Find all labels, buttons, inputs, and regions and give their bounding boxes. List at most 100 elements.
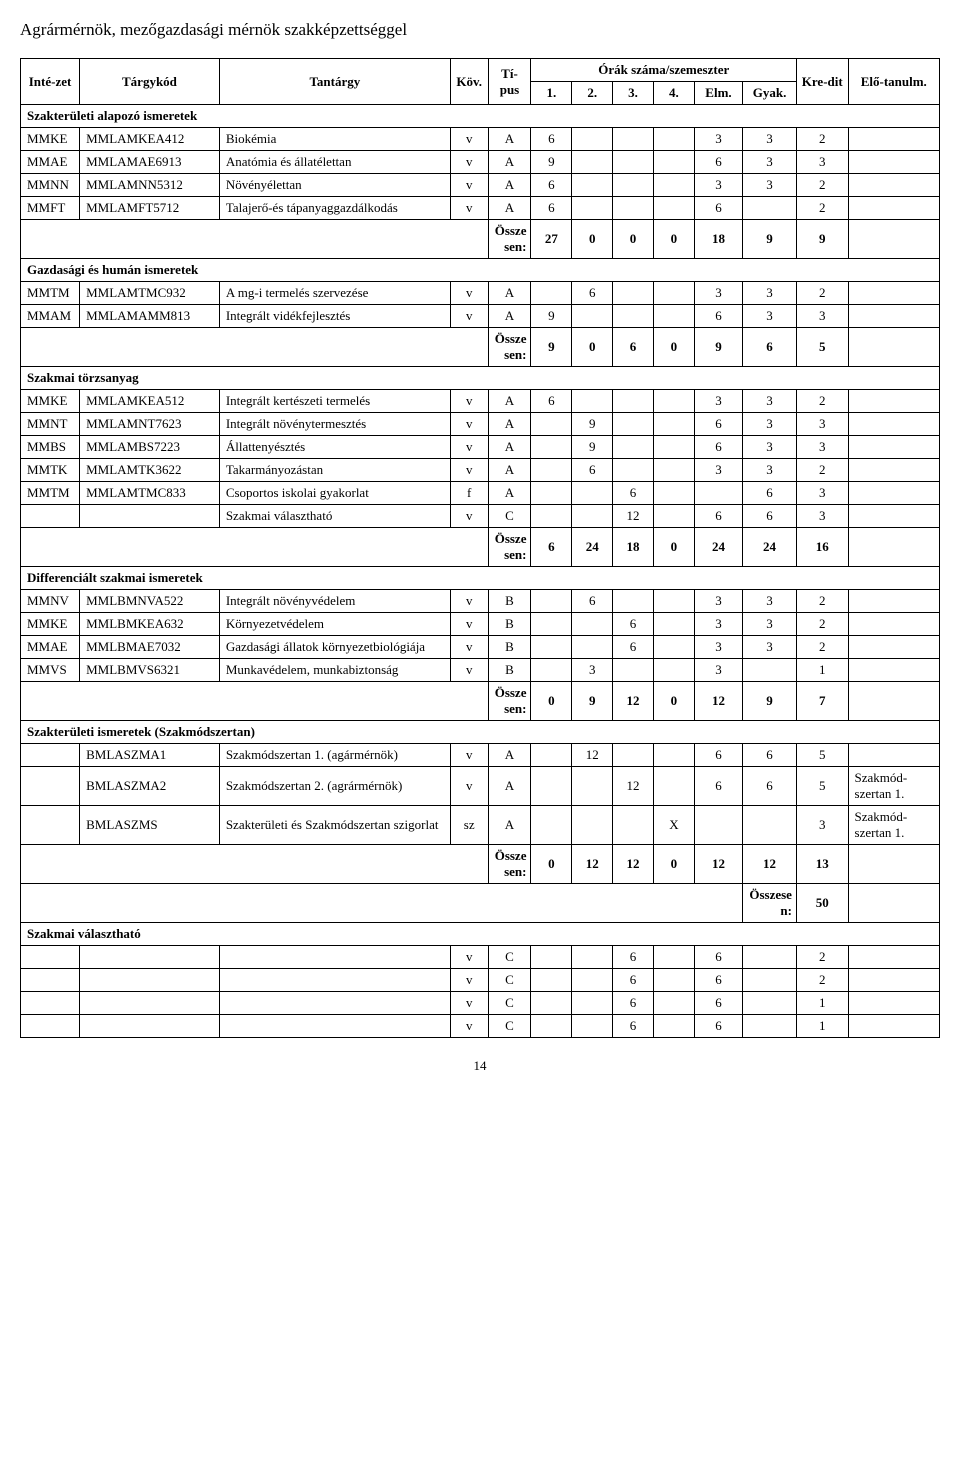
cell: 3: [743, 174, 797, 197]
cell: [21, 884, 743, 923]
cell: C: [488, 1015, 531, 1038]
cell: 2: [796, 197, 848, 220]
cell: 3: [796, 305, 848, 328]
cell: [613, 282, 654, 305]
h-tipus: Tí-pus: [488, 59, 531, 105]
cell: 7: [796, 682, 848, 721]
cell: Környezetvédelem: [219, 613, 450, 636]
cell: [848, 128, 939, 151]
cell: Szakmódszertan 1. (agármérnök): [219, 744, 450, 767]
cell: 6: [743, 767, 797, 806]
cell: [848, 528, 939, 567]
section-label: Szakterületi ismeretek (Szakmódszertan): [21, 721, 940, 744]
cell: 0: [653, 528, 694, 567]
cell: v: [450, 282, 488, 305]
section-row: Szakterületi ismeretek (Szakmódszertan): [21, 721, 940, 744]
cell: Csoportos iskolai gyakorlat: [219, 482, 450, 505]
cell: 6: [531, 128, 572, 151]
cell: 12: [613, 505, 654, 528]
cell: 3: [743, 636, 797, 659]
h-targykod: Tárgykód: [80, 59, 220, 105]
cell: 6: [613, 946, 654, 969]
cell: 0: [531, 682, 572, 721]
cell: 9: [531, 305, 572, 328]
cell: 2: [796, 174, 848, 197]
cell: [848, 151, 939, 174]
cell: [653, 436, 694, 459]
cell: 9: [531, 328, 572, 367]
cell: [219, 969, 450, 992]
cell: 3: [796, 505, 848, 528]
h-kov: Köv.: [450, 59, 488, 105]
cell: [80, 969, 220, 992]
cell: 9: [572, 682, 613, 721]
cell: [613, 744, 654, 767]
cell: BMLASZMA2: [80, 767, 220, 806]
section-row: Differenciált szakmai ismeretek: [21, 567, 940, 590]
cell: [653, 413, 694, 436]
cell: MMNT: [21, 413, 80, 436]
cell: [848, 1015, 939, 1038]
cell: v: [450, 305, 488, 328]
cell: MMAM: [21, 305, 80, 328]
cell: 6: [572, 459, 613, 482]
cell: [21, 682, 489, 721]
cell: Biokémia: [219, 128, 450, 151]
cell: 3: [743, 590, 797, 613]
h-1: 1.: [531, 82, 572, 105]
cell: 12: [613, 682, 654, 721]
cell: [653, 636, 694, 659]
cell: f: [450, 482, 488, 505]
cell: C: [488, 946, 531, 969]
cell: 18: [613, 528, 654, 567]
cell: v: [450, 505, 488, 528]
cell: 6: [613, 482, 654, 505]
cell: [21, 328, 489, 367]
cell: 12: [743, 845, 797, 884]
cell: 18: [694, 220, 742, 259]
cell: [613, 413, 654, 436]
cell: v: [450, 390, 488, 413]
cell: [653, 946, 694, 969]
h-4: 4.: [653, 82, 694, 105]
section-row: Szakmai törzsanyag: [21, 367, 940, 390]
cell: MMLAMBS7223: [80, 436, 220, 459]
cell: [21, 845, 489, 884]
cell: Növényélettan: [219, 174, 450, 197]
cell: v: [450, 1015, 488, 1038]
cell: [80, 505, 220, 528]
cell: A: [488, 413, 531, 436]
cell: 6: [613, 992, 654, 1015]
cell: 1: [796, 659, 848, 682]
cell: [531, 505, 572, 528]
cell: Összesen:: [488, 528, 531, 567]
cell: [613, 305, 654, 328]
cell: [653, 482, 694, 505]
cell: 6: [694, 744, 742, 767]
cell: 6: [743, 482, 797, 505]
cell: [531, 590, 572, 613]
table-row: v C 6 6 2: [21, 946, 940, 969]
cell: MMLBMKEA632: [80, 613, 220, 636]
table-row: BMLASZMA1 Szakmódszertan 1. (agármérnök)…: [21, 744, 940, 767]
cell: 12: [572, 845, 613, 884]
cell: 3: [796, 482, 848, 505]
sum-row: Összesen: 0 9 12 0 12 9 7: [21, 682, 940, 721]
cell: [531, 992, 572, 1015]
cell: [219, 1015, 450, 1038]
cell: 3: [694, 590, 742, 613]
cell: v: [450, 128, 488, 151]
cell: [848, 659, 939, 682]
table-row: MMTM MMLAMTMC932 A mg-i termelés szervez…: [21, 282, 940, 305]
table-row: MMNV MMLBMNVA522 Integrált növényvédelem…: [21, 590, 940, 613]
cell: [80, 992, 220, 1015]
cell: Összesen:: [488, 682, 531, 721]
cell: [653, 767, 694, 806]
cell: [848, 282, 939, 305]
cell: MMLAMNT7623: [80, 413, 220, 436]
cell: MMVS: [21, 659, 80, 682]
cell: 3: [694, 613, 742, 636]
h-2: 2.: [572, 82, 613, 105]
cell: 16: [796, 528, 848, 567]
cell: [653, 174, 694, 197]
